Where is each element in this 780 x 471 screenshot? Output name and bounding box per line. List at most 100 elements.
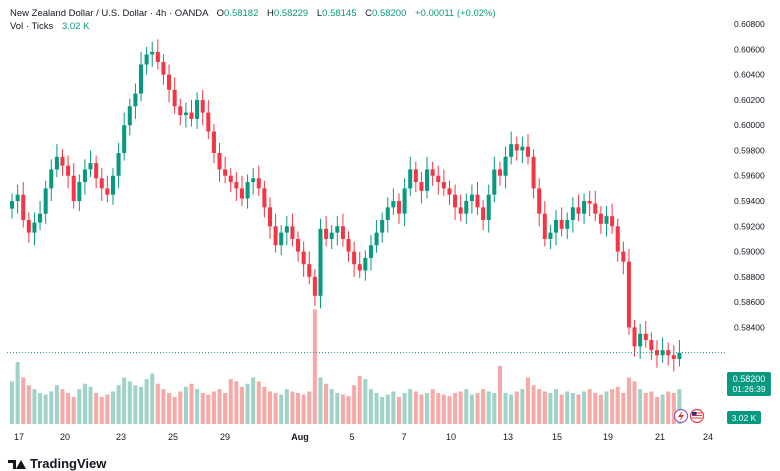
volume-bar [604, 391, 609, 424]
volume-bar [161, 389, 166, 424]
candle-body [183, 112, 188, 116]
time-tick-label: 10 [446, 432, 456, 442]
volume-bar [15, 362, 20, 424]
volume-bar [453, 393, 458, 424]
tradingview-logo[interactable]: TradingView [8, 456, 106, 471]
candle-body [167, 74, 172, 90]
volume-bar [492, 393, 497, 424]
volume-bar [228, 379, 233, 424]
candle-body [357, 264, 362, 271]
volume-bar [60, 389, 65, 424]
volume-bar [380, 396, 385, 424]
candle-body [234, 182, 239, 189]
candle-body [419, 182, 424, 191]
volume-title[interactable]: Vol · Ticks [10, 21, 54, 32]
candle-body [497, 169, 502, 176]
volume-bar [71, 396, 76, 424]
time-tick-label: 23 [116, 432, 126, 442]
volume-bar [425, 393, 430, 424]
volume-bar [82, 383, 87, 424]
price-tick-label: 0.60400 [734, 70, 765, 80]
candle-body [486, 194, 491, 220]
price-tick-label: 0.59000 [734, 247, 765, 257]
candle-body [82, 169, 87, 183]
volume-bar [183, 386, 188, 424]
volume-bar [296, 393, 301, 424]
volume-bar [251, 377, 256, 424]
volume-bar [621, 393, 626, 424]
volume-badge [727, 411, 761, 424]
candle-body [223, 169, 228, 176]
candle-body [94, 163, 99, 179]
volume-bar [559, 394, 564, 424]
volume-bar [116, 385, 121, 424]
candle-body [469, 194, 474, 202]
volume-bar [649, 391, 654, 424]
candle-body [54, 156, 59, 170]
volume-bar [105, 394, 110, 424]
volume-bar [654, 396, 659, 424]
candle-body [632, 327, 637, 347]
volume-bar [10, 381, 15, 424]
candle-body [458, 207, 463, 214]
candle-body [368, 245, 373, 258]
candle-body [666, 350, 671, 356]
volume-bar [54, 385, 59, 424]
candle-body [77, 182, 82, 202]
candle-body [195, 99, 200, 119]
volume-bar [138, 386, 144, 424]
price-tick-label: 0.59200 [734, 221, 765, 231]
close-value: 0.58200 [372, 8, 407, 19]
volume-bar [638, 389, 643, 424]
candle-body [447, 188, 452, 195]
candle-body [408, 169, 413, 189]
symbol-title[interactable]: New Zealand Dollar / U.S. Dollar · 4h · … [10, 8, 208, 19]
candle-body [312, 276, 317, 296]
candle-body [217, 153, 222, 170]
volume-bar [671, 393, 676, 424]
volume-bar [94, 393, 99, 424]
volume-bar [660, 394, 665, 424]
volume-bar [245, 383, 250, 424]
volume-bar [77, 389, 82, 424]
candle-body [638, 333, 643, 347]
volume-value: 3.02 K [732, 413, 757, 423]
candle-body [105, 188, 110, 195]
candlesticks [10, 39, 682, 372]
low-value: 0.58145 [322, 8, 357, 19]
legend-row-price: New Zealand Dollar / U.S. Dollar · 4h · … [10, 7, 496, 20]
candle-body [228, 175, 233, 183]
us-flag-icon[interactable] [689, 408, 705, 424]
candle-body [251, 178, 256, 183]
candle-body [155, 51, 160, 63]
price-tick-label: 0.58400 [734, 322, 765, 332]
volume-bar [632, 381, 637, 424]
candle-body [144, 54, 149, 65]
volume-bar [335, 393, 340, 424]
candle-body [60, 156, 65, 166]
volume-bar [576, 394, 581, 424]
candle-body [391, 201, 396, 208]
open-label: O [216, 8, 225, 19]
volume-bar [615, 386, 620, 424]
candle-body [643, 333, 648, 341]
volume-bar [436, 393, 441, 424]
candle-body [537, 188, 542, 214]
candle-body [10, 201, 15, 209]
lightning-icon[interactable] [673, 408, 689, 424]
candle-body [374, 232, 379, 246]
candle-body [99, 178, 104, 189]
volume-bar [133, 385, 138, 424]
candle-body [604, 216, 609, 224]
time-tick-label: 5 [349, 432, 354, 442]
price-tick-label: 0.60200 [734, 95, 765, 105]
volume-bar [329, 389, 334, 424]
candle-body [340, 226, 345, 239]
volume-bar [262, 386, 267, 424]
volume-bar [430, 389, 435, 424]
change-value: +0.00011 (+0.02%) [415, 8, 496, 19]
price-tick-label: 0.59600 [734, 171, 765, 181]
candle-body [402, 188, 407, 214]
low-label: L [316, 8, 323, 19]
